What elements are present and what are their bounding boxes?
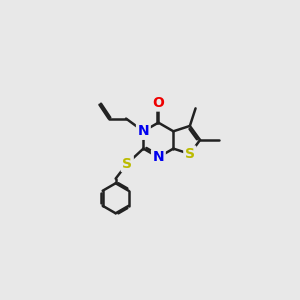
Text: O: O xyxy=(152,96,164,110)
Text: N: N xyxy=(138,124,149,138)
Text: N: N xyxy=(153,150,164,164)
Text: S: S xyxy=(122,157,132,171)
Text: S: S xyxy=(185,147,195,161)
